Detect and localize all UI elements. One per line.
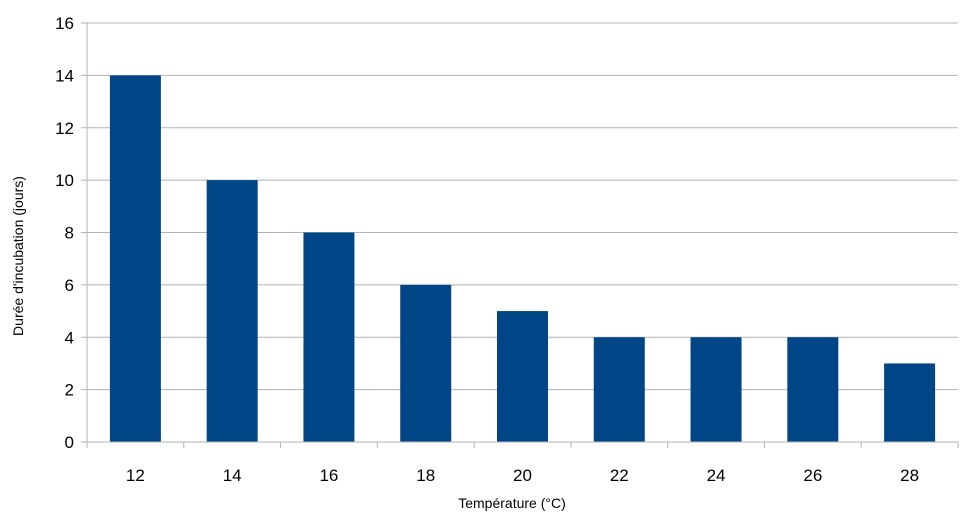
x-axis-label: Température (°C)	[458, 495, 566, 511]
axes	[86, 23, 959, 448]
bar	[593, 337, 645, 442]
bar	[884, 363, 936, 442]
x-tick-label: 24	[707, 466, 726, 485]
y-tick-label: 16	[55, 14, 74, 33]
bar	[109, 75, 161, 442]
y-tick-label: 6	[65, 276, 74, 295]
bar	[690, 337, 742, 442]
y-axis-label: Durée d'incubation (jours)	[10, 176, 26, 336]
y-tick-label: 12	[55, 119, 74, 138]
y-tick-label: 2	[65, 381, 74, 400]
bar	[787, 337, 839, 442]
y-tick-label: 14	[55, 66, 74, 85]
x-tick-label: 26	[803, 466, 822, 485]
bar	[303, 232, 355, 442]
x-tick-labels: 12 14 16 18 20 22 24 26 28	[126, 466, 919, 485]
y-tick-label: 8	[65, 224, 74, 243]
bar	[497, 311, 548, 442]
y-tick-label: 4	[65, 328, 74, 347]
y-tick-label: 10	[55, 171, 74, 190]
y-tick-label: 0	[65, 433, 74, 452]
x-tick-label: 18	[416, 466, 435, 485]
x-tick-label: 14	[223, 466, 242, 485]
bar	[206, 180, 258, 442]
bar	[400, 284, 452, 442]
y-tick-labels: 0 2 4 6 8 10 12 14 16	[55, 14, 74, 452]
x-tick-label: 20	[513, 466, 532, 485]
x-tick-label: 28	[900, 466, 919, 485]
x-tick-label: 22	[610, 466, 629, 485]
x-tick-label: 16	[319, 466, 338, 485]
x-tick-label: 12	[126, 466, 145, 485]
bars	[109, 75, 936, 442]
